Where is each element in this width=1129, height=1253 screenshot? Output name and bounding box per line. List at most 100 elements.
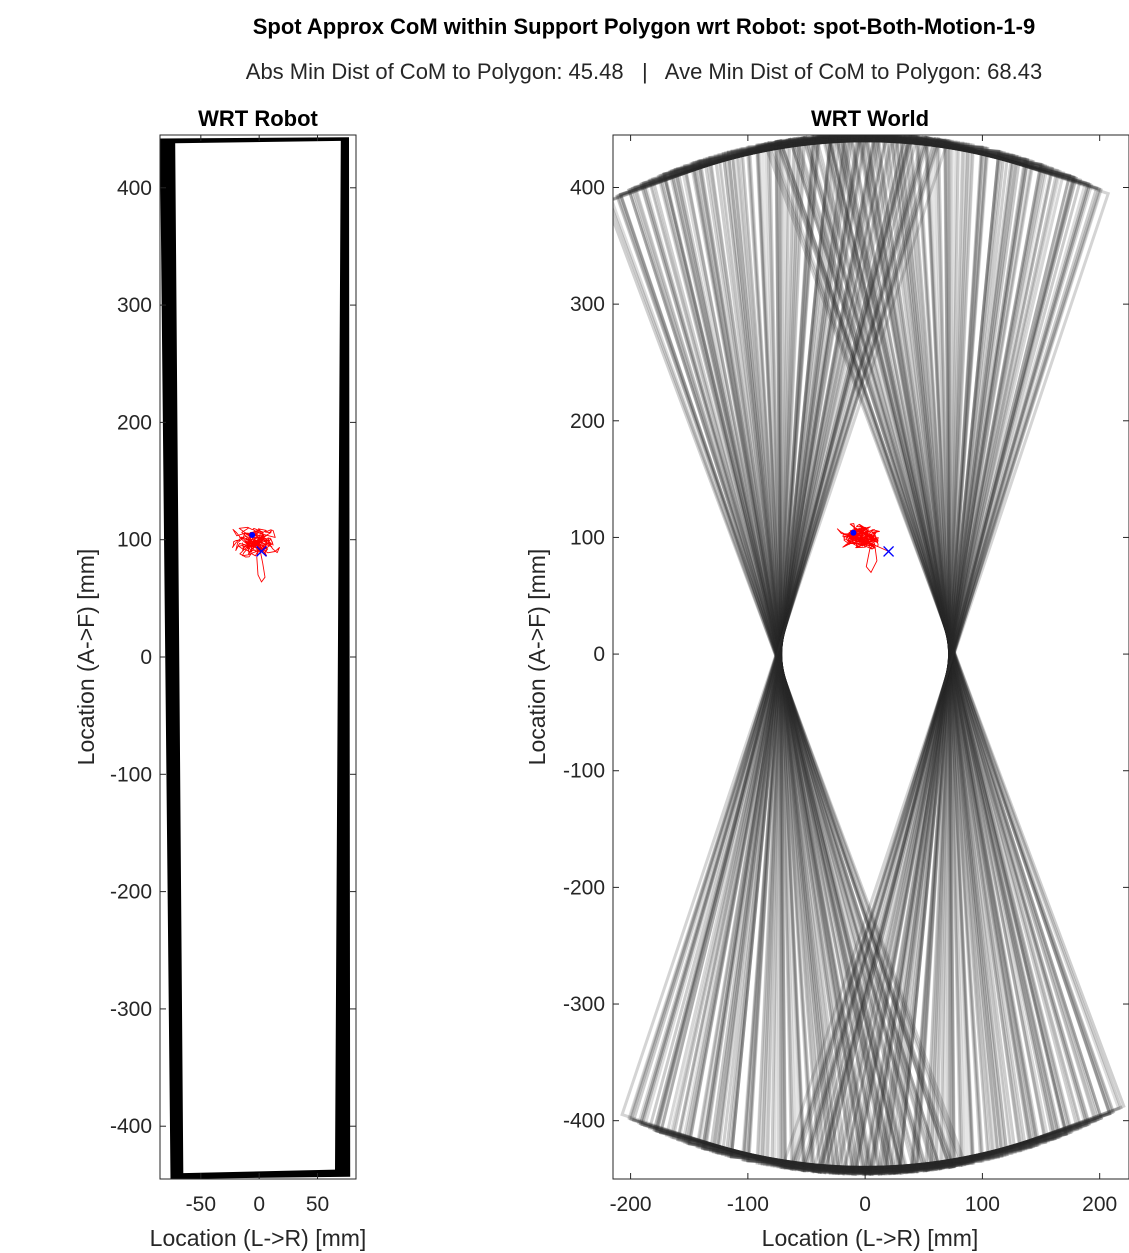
com-trace-loop: [865, 543, 878, 574]
support-polygon-snapshot: [673, 135, 1058, 1176]
support-polygon-snapshot: [686, 135, 1045, 1176]
support-polygon-snapshot: [613, 141, 1123, 1168]
support-polygon-snapshot: [689, 135, 1041, 1176]
support-polygon-snapshot: [747, 135, 983, 1174]
support-polygon-snapshot: [714, 135, 1016, 1176]
support-polygon-snapshot: [670, 135, 1061, 1176]
support-polygon-snapshot: [639, 135, 1091, 1173]
support-polygon-snapshot: [641, 135, 1089, 1173]
support-polygon-snapshot: [620, 138, 1111, 1170]
support-polygon-snapshot: [696, 135, 1035, 1176]
support-polygon-snapshot: [698, 135, 1032, 1176]
support-polygon-snapshot: [720, 135, 1010, 1176]
support-polygon-snapshot: [776, 138, 954, 1170]
support-polygon-snapshot: [740, 135, 990, 1174]
support-polygon-snapshot: [690, 135, 1040, 1176]
support-polygon-snapshot: [728, 135, 1002, 1175]
support-polygon-snapshot: [647, 135, 1083, 1174]
support-polygon-snapshot: [629, 137, 1101, 1171]
support-polygon-snapshot: [746, 135, 985, 1174]
support-polygon-snapshot: [741, 135, 989, 1174]
support-polygon-snapshot: [743, 135, 987, 1174]
support-polygon-snapshot: [643, 135, 1088, 1173]
support-polygon-snapshot: [755, 136, 975, 1173]
support-polygon-snapshot: [652, 135, 1078, 1174]
support-polygon-snapshot: [669, 135, 1061, 1176]
axes-title-right: WRT World: [811, 106, 929, 131]
x-axis-label-left: Location (L->R) [mm]: [150, 1225, 367, 1251]
support-polygon-snapshot: [613, 141, 1126, 1167]
support-polygon-snapshot: [700, 135, 1030, 1176]
support-polygon-snapshot: [729, 135, 1001, 1175]
support-polygon-snapshot: [662, 135, 1069, 1175]
support-polygon-snapshot: [716, 135, 1014, 1176]
support-polygon-snapshot: [682, 135, 1048, 1176]
support-polygon-snapshot: [628, 137, 1102, 1171]
support-polygon-snapshot: [642, 135, 1088, 1173]
support-polygon-snapshot: [681, 135, 1050, 1176]
support-polygon-snapshot: [615, 139, 1115, 1169]
support-polygon-snapshot: [676, 135, 1055, 1176]
plot-area-left: [160, 135, 356, 1179]
support-polygon-snapshot: [715, 135, 1015, 1176]
support-polygon-snapshot: [640, 135, 1090, 1173]
support-polygon-snapshot: [658, 135, 1072, 1175]
y-tick-label: 200: [570, 410, 605, 433]
support-polygon-snapshot: [683, 135, 1048, 1176]
support-polygon-snapshot: [705, 135, 1025, 1176]
com-start-marker: [850, 529, 857, 536]
support-polygon-snapshot: [648, 135, 1082, 1174]
support-polygon-snapshot: [774, 138, 956, 1170]
support-polygon-snapshot: [676, 135, 1055, 1176]
support-polygon-snapshot: [774, 138, 956, 1170]
support-polygon-snapshot: [757, 136, 973, 1172]
support-polygon-snapshot: [775, 138, 955, 1170]
axes-title-left: WRT Robot: [198, 106, 318, 131]
com-trace: [836, 523, 889, 552]
support-polygon-snapshot: [673, 135, 1057, 1176]
support-polygon-snapshot: [746, 135, 984, 1174]
y-tick-label: -400: [563, 1110, 605, 1133]
axes-wrt-world: WRT World -200 -100 0 100 200 -400 -300 -200 -10…: [524, 106, 1129, 1251]
support-polygon-snapshot: [697, 135, 1034, 1176]
support-polygon-snapshot: [628, 137, 1102, 1171]
support-polygon-snapshot: [765, 137, 965, 1171]
support-polygon-snapshot: [736, 135, 994, 1175]
support-polygon-snapshot: [627, 137, 1104, 1171]
y-tick-label: 400: [117, 177, 152, 200]
support-polygon-snapshot: [760, 136, 970, 1172]
y-tick-label: 300: [117, 294, 152, 317]
support-polygon-snapshot: [640, 135, 1091, 1173]
support-polygon-snapshot: [757, 136, 973, 1172]
support-polygon-snapshot: [668, 135, 1063, 1176]
support-polygon-snapshot: [627, 137, 1104, 1171]
x-axis-label-right: Location (L->R) [mm]: [762, 1225, 979, 1251]
x-tick-label: 0: [859, 1193, 871, 1216]
support-polygon-snapshot: [700, 135, 1030, 1176]
support-polygon-snapshot: [668, 135, 1062, 1176]
support-polygon-snapshot: [658, 135, 1072, 1175]
support-polygon-snapshot: [726, 135, 1004, 1175]
plot-content-left: [160, 137, 351, 1179]
support-polygon-snapshot: [631, 136, 1099, 1172]
support-polygon-snapshot: [754, 135, 976, 1173]
y-tick-label: -300: [110, 998, 152, 1021]
support-polygon-snapshot: [638, 135, 1092, 1173]
support-polygon-snapshot: [633, 136, 1097, 1172]
support-polygon-snapshot: [616, 139, 1114, 1169]
support-polygon-snapshot: [654, 135, 1076, 1175]
support-polygon-snapshot: [658, 135, 1072, 1175]
y-tick-label: 100: [570, 526, 605, 549]
support-polygon-snapshot: [671, 135, 1059, 1176]
x-tick-label: -200: [610, 1193, 652, 1216]
com-trace-loop: [256, 545, 266, 583]
support-polygon-snapshot: [766, 137, 965, 1171]
support-polygon-snapshot: [708, 135, 1022, 1176]
support-polygon-snapshot: [745, 135, 985, 1174]
support-polygon-snapshot: [729, 135, 1001, 1175]
x-tick-label: 100: [965, 1193, 1000, 1216]
support-polygon-snapshot: [740, 135, 990, 1174]
support-polygon-snapshot: [632, 136, 1098, 1172]
support-polygon-snapshot: [721, 135, 1009, 1176]
support-polygon-snapshot: [778, 139, 953, 1170]
